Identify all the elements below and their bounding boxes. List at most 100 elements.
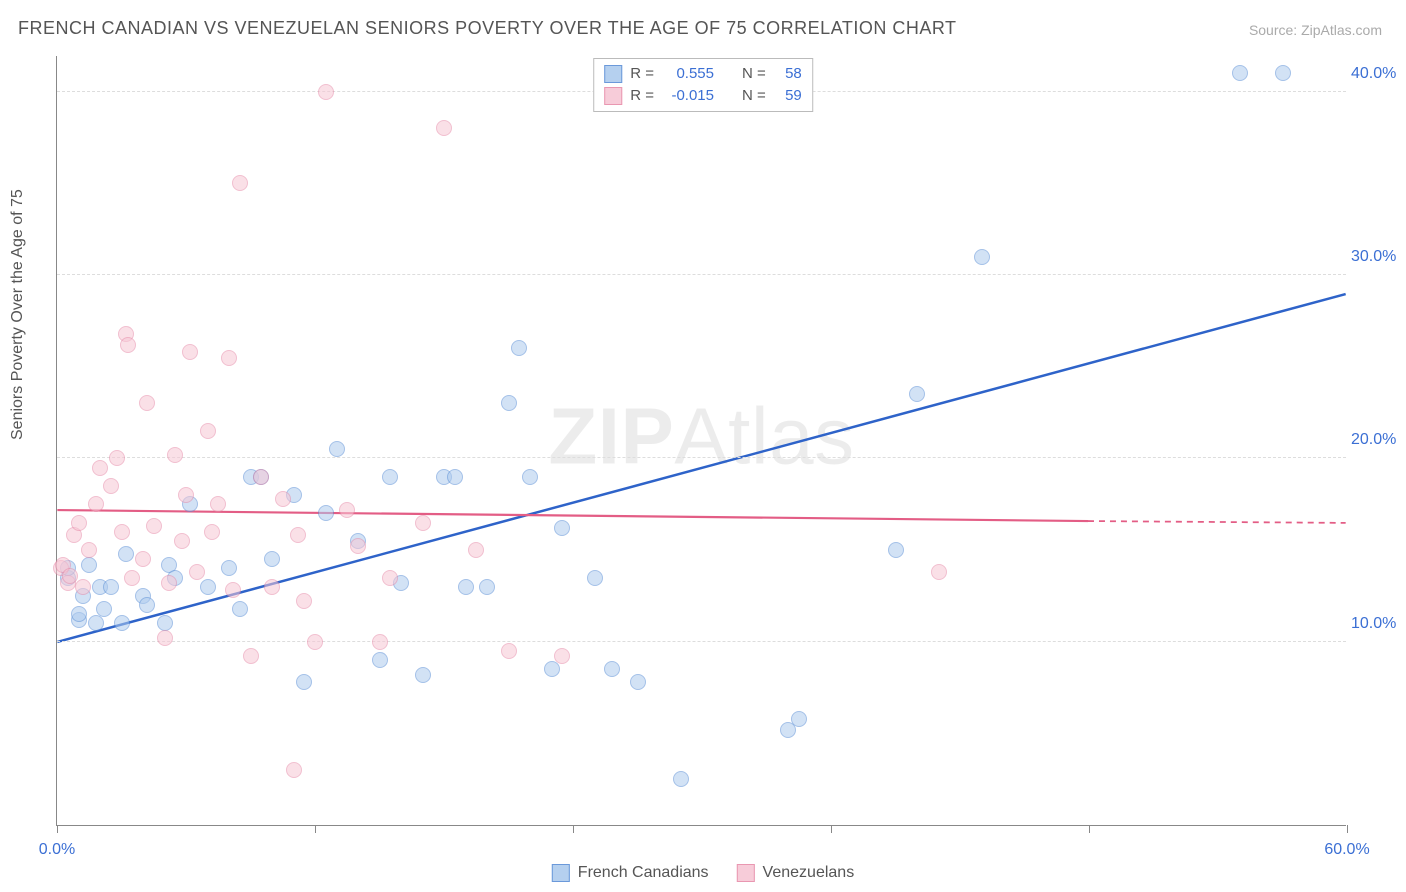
data-point-french_canadians bbox=[118, 546, 134, 562]
data-point-venezuelans bbox=[92, 460, 108, 476]
legend-item: French Canadians bbox=[552, 864, 709, 882]
data-point-venezuelans bbox=[253, 469, 269, 485]
x-tick-mark bbox=[57, 825, 58, 833]
data-point-french_canadians bbox=[264, 551, 280, 567]
chart-title: FRENCH CANADIAN VS VENEZUELAN SENIORS PO… bbox=[18, 18, 957, 39]
r-value: -0.015 bbox=[662, 85, 714, 107]
data-point-venezuelans bbox=[339, 502, 355, 518]
data-point-french_canadians bbox=[139, 597, 155, 613]
data-point-venezuelans bbox=[275, 491, 291, 507]
data-point-french_canadians bbox=[88, 615, 104, 631]
data-point-venezuelans bbox=[103, 478, 119, 494]
data-point-venezuelans bbox=[382, 570, 398, 586]
data-point-french_canadians bbox=[114, 615, 130, 631]
watermark-light: Atlas bbox=[674, 391, 854, 480]
data-point-french_canadians bbox=[673, 771, 689, 787]
legend-row: R =0.555N =58 bbox=[604, 63, 802, 85]
data-point-venezuelans bbox=[114, 524, 130, 540]
data-point-french_canadians bbox=[296, 674, 312, 690]
r-value: 0.555 bbox=[662, 63, 714, 85]
data-point-venezuelans bbox=[286, 762, 302, 778]
data-point-venezuelans bbox=[501, 643, 517, 659]
data-point-venezuelans bbox=[189, 564, 205, 580]
data-point-french_canadians bbox=[232, 601, 248, 617]
data-point-french_canadians bbox=[791, 711, 807, 727]
data-point-french_canadians bbox=[909, 386, 925, 402]
y-tick-label: 10.0% bbox=[1351, 615, 1406, 633]
correlation-legend: R = 0.555 N = 58R = -0.015 N = 59 bbox=[593, 58, 813, 112]
y-tick-label: 30.0% bbox=[1351, 248, 1406, 266]
data-point-french_canadians bbox=[71, 606, 87, 622]
n-label: N = bbox=[742, 63, 766, 85]
data-point-venezuelans bbox=[146, 518, 162, 534]
data-point-french_canadians bbox=[544, 661, 560, 677]
data-point-venezuelans bbox=[931, 564, 947, 580]
gridline-h bbox=[57, 457, 1346, 458]
legend-swatch bbox=[552, 864, 570, 882]
data-point-french_canadians bbox=[372, 652, 388, 668]
trend-lines-layer bbox=[57, 56, 1346, 825]
series-legend: French Canadians Venezuelans bbox=[552, 864, 854, 882]
data-point-venezuelans bbox=[350, 538, 366, 554]
data-point-venezuelans bbox=[120, 337, 136, 353]
data-point-venezuelans bbox=[221, 350, 237, 366]
data-point-venezuelans bbox=[81, 542, 97, 558]
x-tick-label: 60.0% bbox=[1324, 841, 1369, 859]
legend-label: Venezuelans bbox=[763, 864, 855, 882]
legend-row: R = -0.015 N = 59 bbox=[604, 85, 802, 107]
data-point-venezuelans bbox=[204, 524, 220, 540]
data-point-venezuelans bbox=[296, 593, 312, 609]
x-tick-mark bbox=[1089, 825, 1090, 833]
data-point-french_canadians bbox=[458, 579, 474, 595]
data-point-french_canadians bbox=[221, 560, 237, 576]
trend-line bbox=[57, 510, 1088, 521]
data-point-french_canadians bbox=[554, 520, 570, 536]
data-point-venezuelans bbox=[71, 515, 87, 531]
legend-swatch bbox=[604, 65, 622, 83]
data-point-french_canadians bbox=[522, 469, 538, 485]
data-point-venezuelans bbox=[318, 84, 334, 100]
data-point-venezuelans bbox=[436, 120, 452, 136]
r-label: R = bbox=[630, 85, 654, 107]
legend-label: French Canadians bbox=[578, 864, 709, 882]
x-tick-mark bbox=[831, 825, 832, 833]
n-value: 59 bbox=[774, 85, 802, 107]
data-point-venezuelans bbox=[178, 487, 194, 503]
data-point-venezuelans bbox=[232, 175, 248, 191]
x-tick-mark bbox=[315, 825, 316, 833]
y-axis-label: Seniors Poverty Over the Age of 75 bbox=[9, 189, 27, 440]
legend-item: Venezuelans bbox=[737, 864, 855, 882]
data-point-venezuelans bbox=[124, 570, 140, 586]
y-tick-label: 20.0% bbox=[1351, 431, 1406, 449]
data-point-venezuelans bbox=[372, 634, 388, 650]
x-tick-mark bbox=[573, 825, 574, 833]
trend-line bbox=[1088, 521, 1346, 523]
data-point-venezuelans bbox=[264, 579, 280, 595]
data-point-french_canadians bbox=[1275, 65, 1291, 81]
data-point-venezuelans bbox=[88, 496, 104, 512]
data-point-venezuelans bbox=[554, 648, 570, 664]
legend-swatch bbox=[604, 87, 622, 105]
y-tick-label: 40.0% bbox=[1351, 65, 1406, 83]
data-point-venezuelans bbox=[182, 344, 198, 360]
data-point-venezuelans bbox=[243, 648, 259, 664]
data-point-french_canadians bbox=[630, 674, 646, 690]
data-point-venezuelans bbox=[290, 527, 306, 543]
data-point-french_canadians bbox=[157, 615, 173, 631]
watermark-strong: ZIP bbox=[548, 391, 674, 480]
data-point-venezuelans bbox=[135, 551, 151, 567]
data-point-french_canadians bbox=[511, 340, 527, 356]
source-attribution: Source: ZipAtlas.com bbox=[1249, 22, 1382, 38]
data-point-french_canadians bbox=[479, 579, 495, 595]
data-point-venezuelans bbox=[157, 630, 173, 646]
data-point-french_canadians bbox=[501, 395, 517, 411]
data-point-french_canadians bbox=[587, 570, 603, 586]
x-tick-mark bbox=[1347, 825, 1348, 833]
n-value: 58 bbox=[774, 63, 802, 85]
data-point-venezuelans bbox=[109, 450, 125, 466]
n-label: N = bbox=[742, 85, 766, 107]
data-point-venezuelans bbox=[174, 533, 190, 549]
data-point-french_canadians bbox=[888, 542, 904, 558]
data-point-french_canadians bbox=[604, 661, 620, 677]
data-point-venezuelans bbox=[307, 634, 323, 650]
